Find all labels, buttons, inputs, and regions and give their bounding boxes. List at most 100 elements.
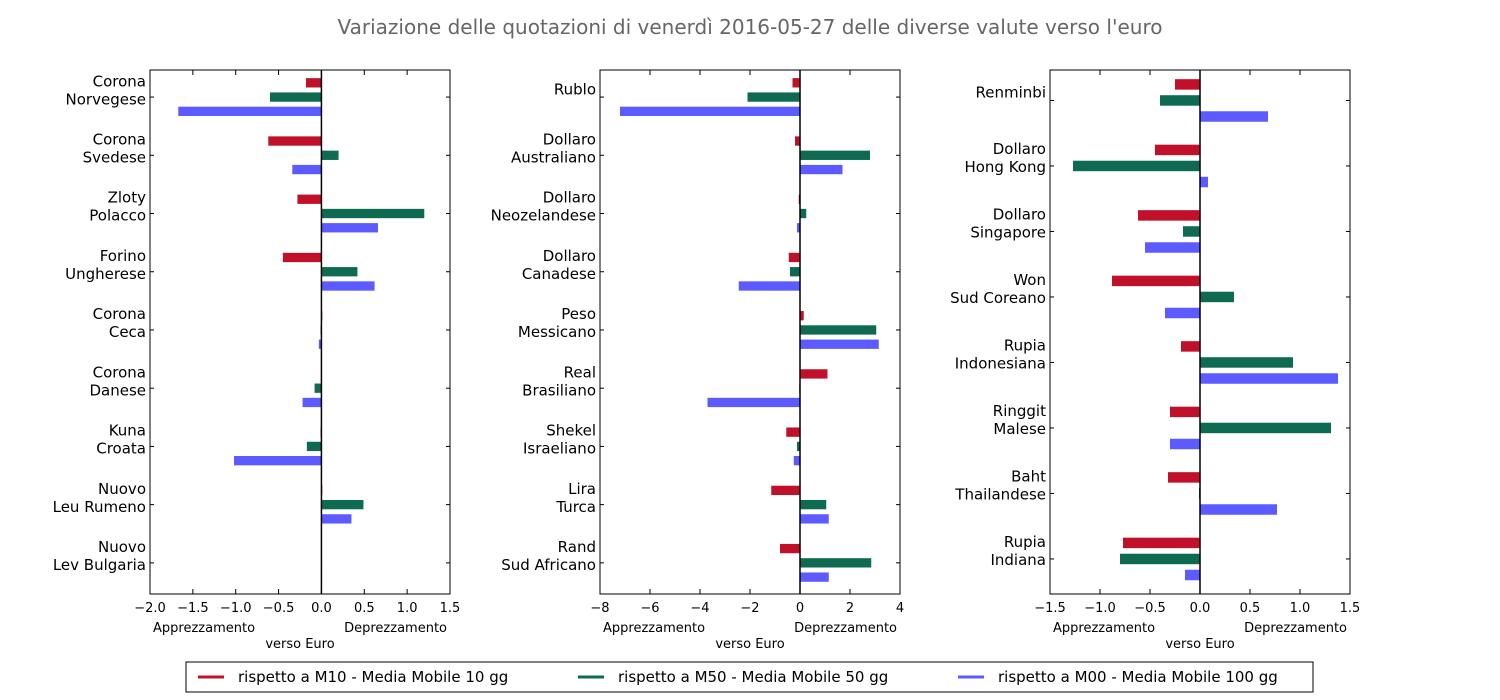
category-label: Corona Norvegese (66, 72, 146, 108)
category-label-line: Sud Africano (501, 556, 596, 574)
category-label: Rupia Indonesiana (955, 336, 1046, 372)
category-label-line: Sud Coreano (950, 289, 1046, 307)
bar-m50-4 (1200, 291, 1234, 303)
category-label-line: Australiano (511, 149, 596, 167)
bar-m50-1 (1160, 95, 1200, 106)
bar-m00-8 (1185, 569, 1200, 581)
category-label-line: Corona (93, 131, 146, 149)
bar-m00-5 (1200, 373, 1338, 384)
category-label-line: Croata (96, 440, 146, 458)
bar-m10-6 (1170, 406, 1200, 418)
category-label: Dollaro Hong Kong (964, 140, 1046, 176)
x-tick-label: −0.5 (1134, 601, 1166, 616)
x-tick-label: −1.5 (1034, 601, 1066, 616)
x-tick-label: 0.5 (354, 601, 375, 616)
bar-m00-3 (321, 223, 378, 233)
chart-title: Variazione delle quotazioni di venerdì 2… (338, 15, 1163, 39)
bar-m00-1 (620, 106, 800, 116)
category-label-line: Zloty (108, 189, 147, 207)
bar-m10-4 (282, 252, 322, 263)
category-label: Peso Messicano (518, 305, 596, 341)
bar-m10-9 (780, 543, 800, 554)
bar-m50-5 (800, 325, 877, 335)
x-tick-label: −2.0 (134, 601, 166, 616)
bar-m10-1 (1175, 79, 1200, 90)
bar-m50-6 (314, 383, 322, 393)
bar-m10-7 (1168, 472, 1200, 483)
category-label-line: Thailandese (954, 485, 1046, 503)
bar-m50-1 (270, 92, 322, 102)
category-label-line: Dollaro (993, 140, 1046, 158)
category-label-line: Renminbi (976, 84, 1046, 102)
bar-m00-6 (707, 397, 800, 408)
bar-m10-5 (1181, 341, 1200, 352)
x-tick-label: 1.0 (397, 601, 418, 616)
bar-m50-2 (800, 150, 870, 160)
category-label-line: Ringgit (993, 402, 1046, 420)
bar-m10-7 (786, 427, 800, 437)
xlabel-left: Apprezzamento (603, 621, 705, 636)
xlabel-left: Apprezzamento (1053, 621, 1155, 636)
bar-m50-8 (800, 499, 827, 510)
xlabel-center: verso Euro (715, 637, 784, 652)
category-label-line: Danese (89, 381, 146, 399)
x-tick-label: 0.0 (1190, 601, 1211, 616)
category-label-line: Forino (100, 247, 146, 265)
bar-m50-2 (1073, 160, 1200, 172)
bar-m10-3 (1138, 210, 1200, 221)
bar-m10-8 (771, 485, 800, 496)
category-label: Lira Turca (555, 480, 596, 516)
bar-m00-2 (1200, 176, 1208, 188)
category-label: Renminbi (976, 84, 1046, 102)
category-label-line: Polacco (89, 207, 146, 225)
category-label-line: Rand (558, 538, 596, 556)
category-label-line: Kuna (109, 422, 146, 440)
category-label-line: Indiana (990, 551, 1046, 569)
x-tick-label: 0.5 (1240, 601, 1261, 616)
x-tick-label: −1.5 (177, 601, 209, 616)
xlabel-right: Deprezzamento (794, 621, 897, 636)
category-label: Rublo (554, 80, 596, 98)
chart-legend: rispetto a M10 - Media Mobile 10 gg rispe… (185, 661, 1314, 693)
category-label-line: Rupia (1004, 336, 1046, 354)
bar-m00-5 (800, 339, 879, 349)
category-label-line: Leu Rumeno (53, 498, 146, 516)
x-tick-label: −0.5 (263, 601, 295, 616)
x-tick-label: 0 (796, 601, 804, 616)
category-label-line: Brasiliano (522, 381, 596, 399)
bar-m50-7 (797, 441, 800, 452)
xlabel-right: Deprezzamento (344, 621, 447, 636)
bar-m00-1 (178, 106, 322, 116)
category-label-line: Messicano (518, 323, 596, 341)
category-label: Kuna Croata (96, 422, 146, 458)
bar-m00-3 (797, 223, 800, 233)
xlabel-center: verso Euro (1165, 637, 1234, 652)
bar-m00-4 (1165, 307, 1200, 319)
category-label: Corona Ceca (93, 305, 146, 341)
x-tick-label: −2 (740, 601, 759, 616)
plot-area (150, 70, 450, 594)
bar-m10-1 (792, 78, 800, 88)
category-label: Nuovo Lev Bulgaria (53, 538, 146, 574)
category-label-line: Neozelandese (491, 207, 596, 225)
bar-m00-4 (321, 281, 375, 291)
category-label-line: Dollaro (543, 189, 596, 207)
bar-m00-7 (793, 456, 800, 466)
category-label-line: Lev Bulgaria (53, 556, 146, 574)
bar-m00-3 (1145, 242, 1200, 253)
category-label-line: Turca (555, 498, 596, 516)
bar-m00-7 (234, 456, 322, 466)
bar-m50-5 (1200, 357, 1293, 368)
bar-m10-5 (800, 311, 804, 321)
bar-m00-8 (321, 514, 352, 524)
x-tick-label: 4 (896, 601, 904, 616)
category-label-line: Corona (93, 305, 146, 323)
bar-m00-8 (800, 514, 829, 524)
bar-m00-6 (1170, 438, 1200, 450)
category-label: Won Sud Coreano (950, 271, 1046, 307)
category-label: Shekel Israeliano (523, 422, 596, 458)
category-label-line: Dollaro (543, 131, 596, 149)
bar-m50-4 (790, 267, 800, 277)
